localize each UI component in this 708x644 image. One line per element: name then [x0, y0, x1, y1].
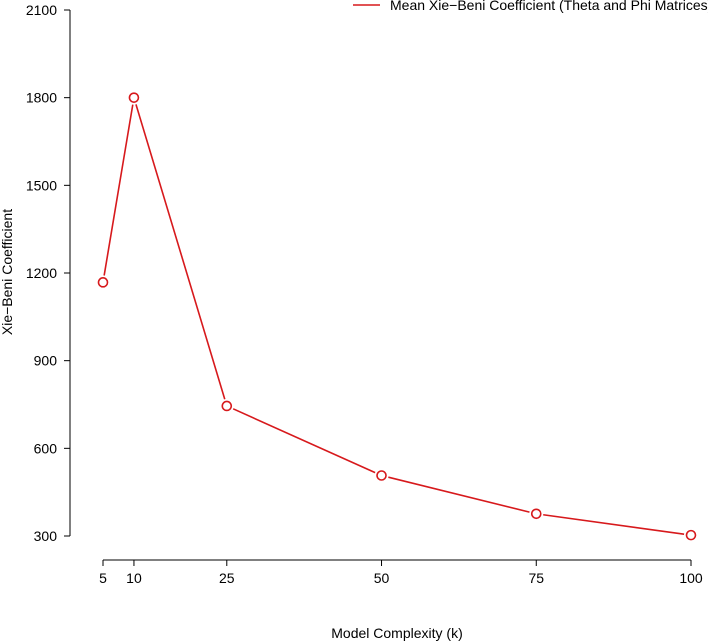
y-tick-label: 900: [34, 353, 58, 369]
data-point: [376, 470, 387, 481]
x-tick-label: 5: [99, 570, 107, 586]
series-line-segment: [388, 476, 530, 513]
data-point: [128, 92, 140, 103]
series-line-segment: [135, 104, 226, 400]
x-tick-label: 10: [126, 570, 142, 586]
x-axis-label: Model Complexity (k): [331, 625, 462, 641]
series-line-segment: [103, 104, 134, 276]
y-tick-label: 1800: [26, 90, 57, 106]
y-axis: 300 600 900 1200 1500 1800 2100: [26, 2, 71, 544]
data-point: [685, 529, 697, 541]
data-point: [97, 277, 109, 288]
series-line-segment: [232, 408, 376, 474]
x-tick-label: 75: [528, 570, 544, 586]
legend: Mean Xie−Beni Coefficient (Theta and Phi…: [353, 0, 708, 13]
x-axis: 5 10 25 50 75 100: [99, 559, 703, 586]
x-tick-label: 100: [679, 570, 703, 586]
y-tick-label: 600: [34, 440, 58, 456]
y-tick-label: 1500: [26, 177, 57, 193]
y-axis-label: Xie−Beni Coefficient: [0, 209, 15, 335]
x-tick-label: 25: [219, 570, 235, 586]
x-tick-label: 50: [374, 570, 390, 586]
y-tick-label: 1200: [26, 265, 57, 281]
data-point: [221, 400, 233, 412]
y-tick-label: 2100: [26, 2, 57, 18]
y-tick-label: 300: [34, 528, 58, 544]
data-point: [530, 508, 542, 520]
legend-label-series-1: Mean Xie−Beni Coefficient (Theta and Phi…: [390, 0, 708, 13]
series-line-segment: [543, 513, 685, 535]
plot-area: [97, 92, 697, 541]
